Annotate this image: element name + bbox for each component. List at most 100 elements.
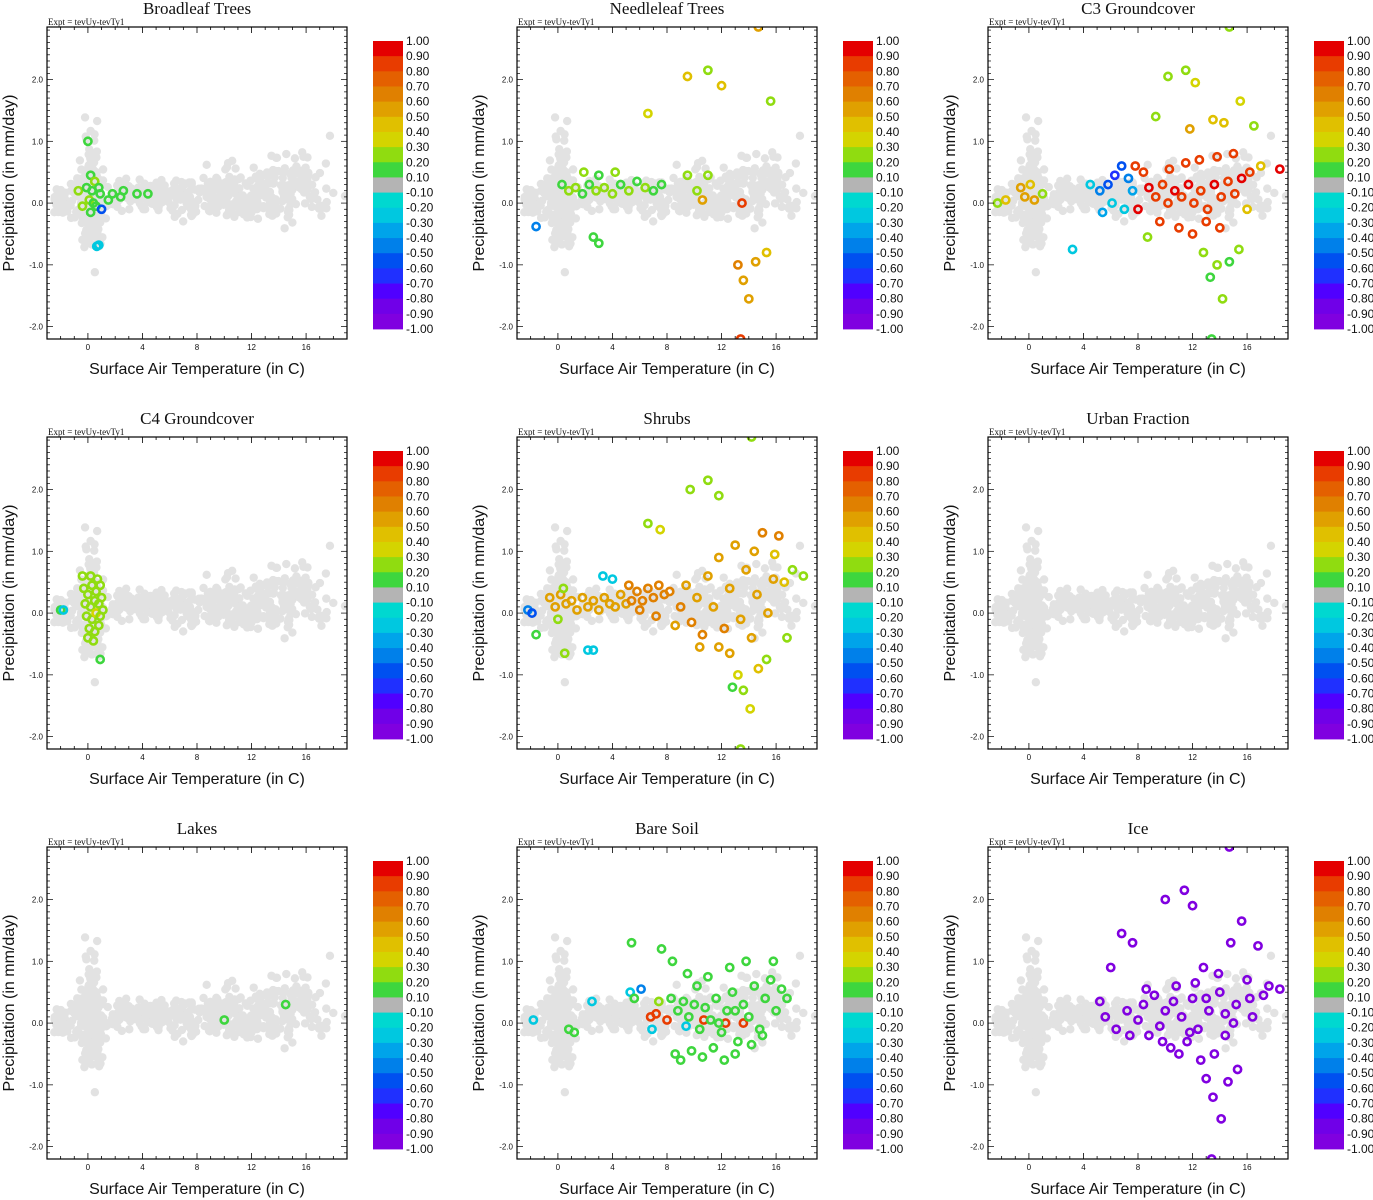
data-point — [1154, 216, 1165, 227]
colorbar-segment — [843, 587, 873, 603]
background-point — [550, 523, 560, 532]
background-point — [560, 136, 569, 145]
colorbar-segment — [843, 693, 873, 710]
background-point — [693, 158, 703, 168]
data-point — [588, 595, 599, 606]
background-point — [1172, 164, 1181, 173]
colorbar-segment — [373, 222, 403, 239]
data-point — [656, 179, 667, 190]
background-point — [693, 568, 703, 578]
background-point — [80, 523, 90, 532]
background-point — [252, 614, 262, 624]
background-point — [672, 185, 681, 195]
data-point — [610, 602, 621, 612]
background-point — [550, 167, 560, 176]
data-point — [708, 602, 719, 612]
data-point — [623, 185, 634, 196]
data-point — [752, 589, 762, 600]
background-point — [786, 614, 795, 624]
background-point — [178, 627, 188, 636]
colorbar-label: 0.40 — [876, 125, 900, 139]
background-point — [223, 568, 233, 578]
colorbar-segment — [843, 648, 873, 664]
background-point — [239, 620, 249, 629]
colorbar-label: -0.30 — [876, 216, 904, 230]
data-point — [1144, 182, 1154, 193]
background-point — [156, 589, 165, 598]
data-point — [584, 179, 595, 190]
data-point — [686, 617, 697, 628]
background-point — [587, 206, 597, 216]
background-point — [86, 126, 95, 136]
data-point — [768, 574, 779, 584]
background-point — [171, 176, 181, 185]
data-point — [1234, 244, 1244, 255]
data-point — [598, 571, 608, 581]
colorbar-segment — [843, 451, 873, 467]
colorbar-label: -0.30 — [876, 626, 904, 640]
background-point — [568, 165, 578, 174]
colorbar-segment — [843, 283, 873, 300]
background-point — [609, 615, 618, 624]
data-point — [570, 182, 581, 193]
background-point — [255, 169, 264, 178]
background-point — [1240, 188, 1250, 197]
background-point — [769, 188, 779, 197]
background-point — [1016, 156, 1026, 165]
data-point — [761, 654, 772, 665]
background-point — [172, 605, 182, 614]
background-point — [317, 621, 326, 630]
background-point — [279, 578, 288, 587]
colorbar-segment — [843, 71, 873, 87]
background-point — [109, 604, 118, 613]
background-point — [52, 595, 61, 604]
background-point — [672, 595, 681, 605]
colorbar-segment — [843, 162, 873, 178]
background-point — [709, 210, 719, 219]
background-point — [139, 205, 148, 214]
background-point — [1007, 623, 1017, 633]
colorbar-label: 0.60 — [876, 95, 900, 109]
background-point — [206, 610, 216, 620]
colorbar-label: -0.80 — [406, 702, 434, 716]
data-point — [697, 195, 708, 205]
background-point — [240, 200, 250, 210]
background-point — [562, 526, 572, 536]
colorbar-label: -0.70 — [406, 277, 434, 291]
data-point — [745, 703, 756, 714]
colorbar-label: 0.90 — [406, 49, 430, 63]
colorbar-label: 1.00 — [406, 34, 430, 48]
background-point — [188, 620, 197, 629]
background-point — [556, 126, 565, 136]
background-point — [773, 153, 782, 162]
background-point — [1066, 205, 1075, 214]
plot-area — [991, 523, 1288, 687]
background-point — [290, 564, 300, 573]
background-point — [1030, 610, 1040, 619]
colorbar-segment — [843, 678, 873, 694]
data-point — [757, 527, 768, 538]
background-point — [1021, 652, 1030, 662]
background-point — [775, 602, 784, 611]
data-point — [697, 629, 708, 640]
data-point — [682, 71, 693, 82]
data-point — [1180, 65, 1191, 76]
colorbar-label: -0.30 — [406, 216, 434, 230]
background-point — [1034, 629, 1043, 638]
colorbar-label: 0.50 — [406, 110, 430, 124]
background-point — [522, 185, 531, 194]
background-point — [710, 610, 720, 620]
colorbar-segment — [843, 147, 873, 163]
background-point — [173, 209, 182, 219]
colorbar-segment — [373, 678, 403, 694]
background-point — [563, 227, 572, 237]
data-point — [1242, 204, 1252, 215]
colorbar-label: 0.90 — [876, 49, 900, 63]
colorbar-label: -0.10 — [876, 596, 904, 610]
data-point — [550, 602, 561, 612]
background-point — [321, 159, 331, 168]
background-point — [139, 597, 149, 606]
background-point — [1027, 536, 1036, 546]
colorbar-segment — [373, 481, 403, 497]
x-tick-label: 4 — [140, 753, 145, 762]
